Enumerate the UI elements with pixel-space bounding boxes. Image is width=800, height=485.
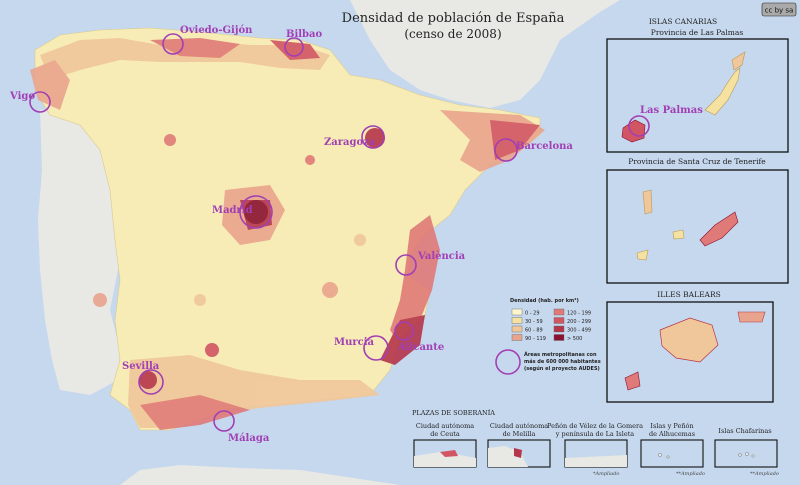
ceuta-territory xyxy=(414,452,476,467)
city-label-malaga: Málaga xyxy=(228,433,270,444)
legend-swatch xyxy=(553,317,565,324)
inset-las-palmas: Provincia de Las Palmas Las Palmas xyxy=(606,28,789,153)
melilla-label-1: Ciudad autónoma xyxy=(490,422,548,430)
ring-vigo xyxy=(29,91,51,113)
legend-swatch xyxy=(553,308,565,316)
la-gomera-island xyxy=(672,229,685,240)
alhucemas-islet xyxy=(658,453,662,457)
ring-sevilla xyxy=(138,369,164,395)
morocco-landmass xyxy=(120,465,400,485)
chafarinas-islet xyxy=(738,453,742,457)
ring-alicante xyxy=(394,321,414,341)
velez-label-1: Peñón de Vélez de la Gomera xyxy=(547,422,643,430)
legend-label: 0 - 29 xyxy=(525,310,540,316)
chafarinas-islet-2 xyxy=(745,452,749,456)
ring-murcia xyxy=(363,335,389,361)
legend-metro-ring xyxy=(495,349,521,375)
legend-label: 90 - 119 xyxy=(525,336,546,342)
ceuta-city xyxy=(440,450,458,457)
legend-label: > 500 xyxy=(567,336,582,342)
city-label-oviedo-gijon: Oviedo-Gijón xyxy=(180,25,253,36)
map-title: Densidad de población de España xyxy=(342,11,565,26)
legend-swatch xyxy=(511,325,523,333)
legend-label: 200 - 299 xyxy=(567,319,591,325)
city-label-zaragoza: Zaragoza xyxy=(324,137,376,148)
chafarinas-label-1: Islas Chafarinas xyxy=(718,427,771,435)
tenerife-island xyxy=(699,211,739,247)
mallorca-island xyxy=(659,317,719,363)
cc-license-text: cc by sa xyxy=(765,7,794,15)
legend-swatch xyxy=(511,308,523,316)
melilla-label-2: de Melilla xyxy=(503,430,536,438)
velez-ampliado: *Ampliado xyxy=(593,471,619,477)
ring-valencia xyxy=(395,254,417,276)
inset-baleares-title: ILLES BALEARS xyxy=(657,290,721,299)
chafarinas-ampliado: **Ampliado xyxy=(750,471,779,477)
metro-area-rings xyxy=(29,33,518,432)
chafarinas-islet-3 xyxy=(751,454,755,458)
legend-title: Densidad (hab. por km²) xyxy=(510,298,579,304)
melilla-city xyxy=(514,448,522,458)
legend-note-line2: más de 600 000 habitantes xyxy=(524,358,601,365)
lanzarote-island xyxy=(731,51,746,71)
alhucemas-label-1: Islas y Peñón xyxy=(650,422,693,430)
canarias-header: ISLAS CANARIAS xyxy=(649,17,717,26)
menorca-island xyxy=(737,311,766,323)
ring-las-palmas xyxy=(628,115,650,137)
legend-swatch xyxy=(553,334,565,341)
legend-note-line3: (según el proyecto AUDES) xyxy=(524,365,600,372)
ceuta-label-2: de Ceuta xyxy=(430,430,460,438)
city-label-valencia: València xyxy=(417,251,466,262)
france-landmass xyxy=(350,0,800,108)
legend-swatch xyxy=(553,325,565,333)
city-label-madrid: Madrid xyxy=(212,205,253,216)
ceuta-label-1: Ciudad autónoma xyxy=(416,422,474,430)
cc-license-badge: cc by sa xyxy=(761,2,797,17)
ring-barcelona xyxy=(494,138,518,162)
inset-tenerife: Provincia de Santa Cruz de Tenerife xyxy=(606,157,789,284)
inset-baleares: ILLES BALEARS xyxy=(606,290,774,403)
velez-label-2: y península de La Isleta xyxy=(555,430,635,438)
density-patches xyxy=(30,38,545,430)
inset-alhucemas xyxy=(640,439,704,468)
city-label-alicante: Alicante xyxy=(397,342,444,353)
ibiza-island xyxy=(624,371,641,391)
legend-swatch xyxy=(511,334,523,341)
map-subtitle: (censo de 2008) xyxy=(404,27,501,41)
alhucemas-label-2: de Alhucemas xyxy=(649,430,695,438)
ring-oviedo-gijon xyxy=(162,33,184,55)
plazas-header: PLAZAS DE SOBERANÍA xyxy=(412,408,495,417)
velez-coast xyxy=(565,455,627,467)
city-label-sevilla: Sevilla xyxy=(122,361,160,372)
city-label-barcelona: Barcelona xyxy=(516,141,573,152)
inset-las-palmas-title: Provincia de Las Palmas xyxy=(651,28,744,37)
portugal-landmass xyxy=(38,108,120,395)
ring-malaga xyxy=(213,410,235,432)
alhucemas-islet-2 xyxy=(666,455,670,459)
ring-zaragoza xyxy=(361,125,385,149)
city-label-murcia: Murcia xyxy=(334,337,374,348)
fuerteventura-island xyxy=(704,67,741,116)
alhucemas-ampliado: **Ampliado xyxy=(676,471,705,477)
legend-note-line1: Áreas metropolitanas con xyxy=(524,351,597,358)
legend-label: 120 - 199 xyxy=(567,310,591,316)
legend-label: 60 - 89 xyxy=(525,327,543,333)
legend-swatch xyxy=(511,317,523,324)
legend-label: 30 - 59 xyxy=(525,319,543,325)
plazas-de-soberania: PLAZAS DE SOBERANÍA Ciudad autónoma de C… xyxy=(412,408,779,477)
city-label-las-palmas: Las Palmas xyxy=(640,105,703,116)
city-label-vigo: Vigo xyxy=(9,91,35,102)
ring-bilbao xyxy=(284,37,304,57)
inset-tenerife-title: Provincia de Santa Cruz de Tenerife xyxy=(628,157,766,166)
el-hierro-island xyxy=(636,249,649,261)
city-label-bilbao: Bilbao xyxy=(286,29,323,40)
ring-madrid xyxy=(239,195,273,229)
legend-label: 300 - 499 xyxy=(567,327,591,333)
density-legend: Densidad (hab. por km²) 0 - 29 30 - 59 60 … xyxy=(495,298,601,375)
la-palma-island xyxy=(642,189,653,215)
